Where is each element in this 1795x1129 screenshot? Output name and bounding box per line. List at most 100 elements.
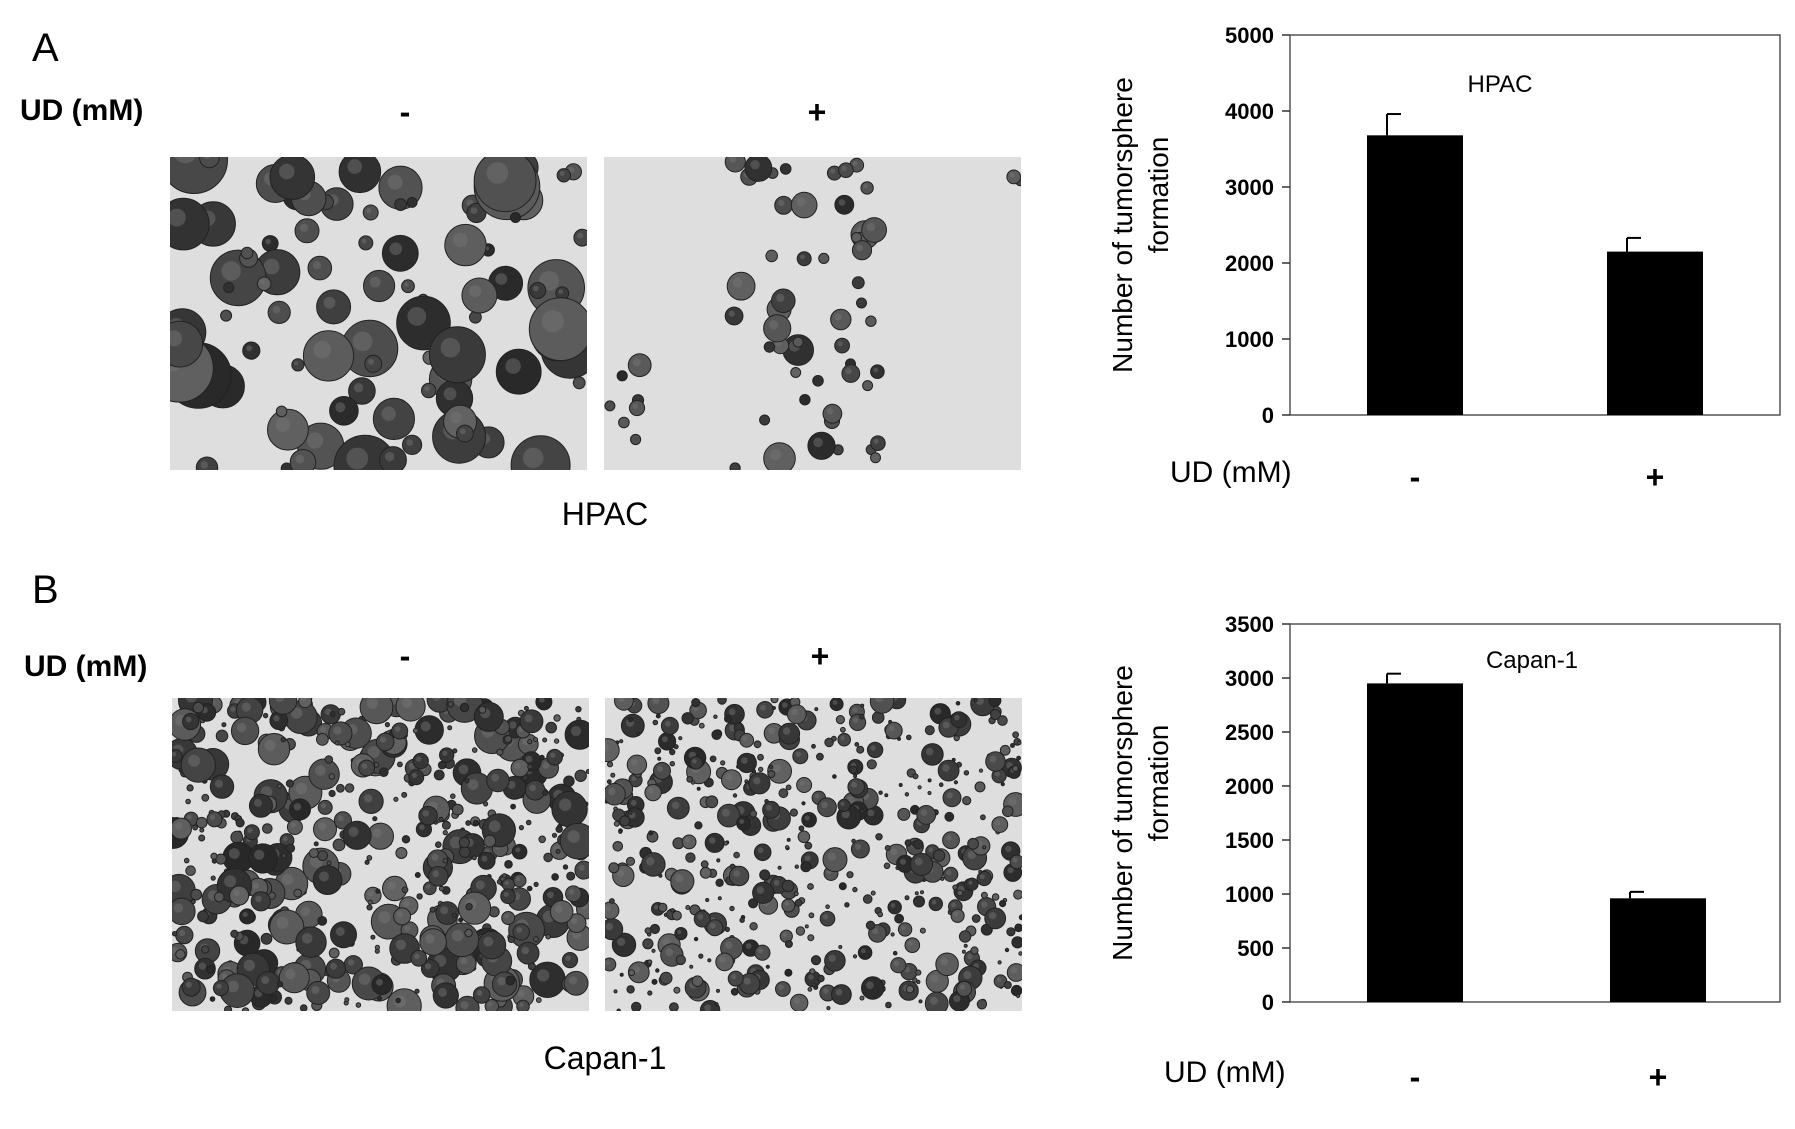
tumorsphere-highlight — [381, 406, 396, 421]
tumorsphere — [180, 747, 216, 783]
tumorsphere-highlight — [188, 754, 201, 767]
tumorsphere — [944, 811, 955, 822]
tumorsphere — [408, 769, 425, 786]
tumorsphere — [890, 957, 907, 974]
tumorsphere-highlight — [750, 160, 760, 170]
tumorsphere — [838, 162, 854, 178]
tumorsphere — [912, 773, 919, 780]
tumorsphere — [606, 779, 612, 785]
tumorsphere — [696, 786, 701, 791]
tumorsphere — [711, 729, 722, 740]
chart-b-category-label: + — [1649, 1059, 1668, 1095]
chart-a-category-axis-label: UD (mM) — [1170, 456, 1292, 489]
tumorsphere-highlight — [942, 764, 950, 772]
tumorsphere — [762, 800, 781, 819]
tumorsphere — [298, 698, 313, 709]
tumorsphere — [358, 788, 384, 815]
tumorsphere — [447, 701, 455, 708]
tumorsphere — [973, 698, 978, 703]
tumorsphere-highlight — [228, 848, 240, 859]
tumorsphere — [170, 320, 204, 368]
tumorsphere — [379, 767, 389, 777]
tumorsphere — [814, 707, 819, 712]
tumorsphere — [516, 999, 530, 1011]
tumorsphere — [997, 960, 1002, 965]
tumorsphere-highlight — [920, 809, 928, 816]
tumorsphere — [1013, 889, 1022, 900]
tumorsphere-highlight — [753, 777, 761, 785]
tumorsphere — [789, 808, 798, 817]
panel-b-letter: B — [32, 568, 59, 612]
tumorsphere-highlight — [630, 799, 637, 806]
tumorsphere — [523, 705, 529, 711]
tumorsphere — [707, 958, 712, 963]
tumorsphere — [483, 834, 497, 848]
tumorsphere — [759, 414, 771, 426]
tumorsphere-highlight — [491, 773, 499, 782]
tumorsphere — [364, 859, 370, 865]
tumorsphere — [308, 758, 340, 790]
tumorsphere-highlight — [959, 984, 965, 990]
tumorsphere — [914, 891, 919, 896]
tumorsphere-highlight — [179, 929, 186, 937]
tumorsphere — [781, 898, 796, 913]
tumorsphere — [752, 881, 775, 904]
tumorsphere — [199, 157, 220, 169]
tumorsphere-highlight — [1009, 172, 1015, 178]
tumorsphere — [442, 858, 448, 864]
tumorsphere — [801, 812, 817, 828]
tumorsphere — [689, 964, 694, 969]
tumorsphere — [317, 916, 328, 926]
tumorsphere-highlight — [306, 432, 324, 449]
tumorsphere — [374, 948, 380, 954]
tumorsphere-highlight — [832, 700, 838, 705]
tumorsphere-highlight — [440, 906, 449, 915]
tumorsphere — [859, 713, 865, 720]
tumorsphere-highlight — [852, 161, 858, 166]
tumorsphere — [483, 801, 489, 807]
tumorsphere — [669, 760, 676, 767]
tumorsphere-highlight — [942, 721, 950, 729]
tumorsphere-highlight — [1007, 867, 1014, 874]
tumorsphere — [316, 289, 352, 325]
tumorsphere — [313, 817, 337, 842]
tumorsphere — [209, 996, 216, 1002]
tumorsphere — [808, 912, 815, 919]
tumorsphere — [367, 899, 373, 905]
tumorsphere — [432, 982, 459, 1009]
tumorsphere — [277, 783, 282, 789]
tumorsphere — [698, 722, 705, 729]
tumorsphere — [507, 935, 515, 944]
tumorsphere — [807, 987, 813, 992]
tumorsphere — [342, 820, 372, 850]
tumorsphere — [172, 931, 178, 937]
panel-b-minus-label: - — [399, 638, 411, 674]
tumorsphere — [201, 945, 210, 954]
tumorsphere-highlight — [185, 981, 192, 988]
tumorsphere — [913, 839, 924, 850]
tumorsphere — [927, 791, 932, 795]
tumorsphere — [328, 947, 340, 959]
tumorsphere — [183, 857, 190, 864]
tumorsphere-highlight — [733, 870, 741, 877]
tumorsphere-highlight — [529, 784, 536, 792]
tumorsphere — [401, 791, 408, 798]
chart-a-ylabel-line1: Number of tumorsphere — [1107, 77, 1138, 373]
tumorsphere — [306, 980, 331, 1005]
tumorsphere-highlight — [578, 864, 585, 871]
tumorsphere — [852, 886, 858, 893]
tumorsphere-highlight — [605, 960, 610, 966]
tumorsphere-highlight — [834, 313, 842, 321]
tumorsphere — [324, 755, 334, 764]
tumorsphere — [358, 759, 376, 777]
tumorsphere — [401, 835, 411, 844]
tumorsphere — [338, 157, 382, 194]
tumorsphere — [625, 856, 636, 866]
panel-b-ud-label: UD (mM) — [24, 650, 148, 683]
tumorsphere-highlight — [453, 232, 468, 248]
tumorsphere-highlight — [757, 847, 764, 854]
tumorsphere — [358, 235, 374, 251]
tumorsphere — [330, 921, 357, 949]
tumorsphere-highlight — [721, 808, 730, 817]
tumorsphere — [885, 1001, 892, 1009]
